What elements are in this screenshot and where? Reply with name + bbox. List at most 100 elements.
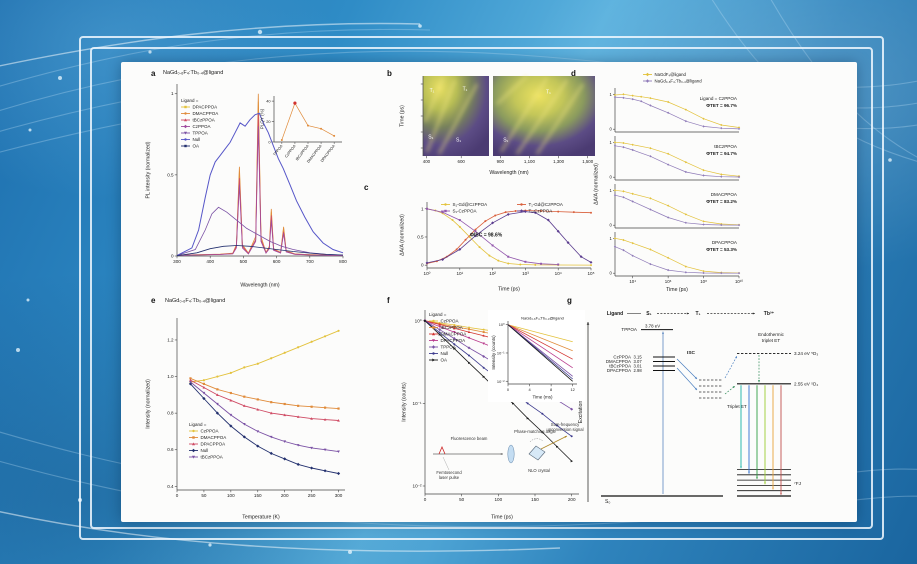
ligand-name: CzPPOA: [613, 355, 631, 360]
ligand-energy: 3.15: [634, 355, 643, 360]
x-tick-label: 10⁶: [665, 279, 672, 284]
x-axis-label: Time (ps): [491, 515, 513, 521]
schematic-label: Sum-frequency: [551, 422, 580, 427]
panel-f-chart: 0 50 100 150 200 10⁻² 10⁻¹ 10⁰ Time (ps) Intensit…: [402, 310, 585, 521]
ligand-name: TPPOA: [621, 327, 638, 332]
subpanel-ligand-label: DPACPPOA: [712, 240, 738, 245]
x-tick-label: 800: [339, 259, 347, 264]
x-tick-label: 4: [528, 387, 531, 392]
ligand-energy: 2.98: [634, 368, 643, 373]
legend-item-label: DMACPPOA: [441, 332, 467, 337]
annotation: ΦISC = 98.6%: [470, 232, 503, 238]
x-tick-label: 0: [424, 497, 427, 502]
tb-level-label: 3.24 eV ⁵D₃: [794, 351, 818, 356]
legend-item-label: Null: [193, 137, 201, 142]
schematic-label: upconversion signal: [546, 427, 583, 432]
isc-label: ISC: [687, 350, 696, 356]
subpanel-phi-label: ΦTET = 53.3%: [706, 247, 737, 252]
x-tick-label: 10⁵: [587, 271, 594, 276]
x-tick-label: 200: [281, 493, 289, 498]
legend-item-label: CzPPOA: [193, 124, 211, 129]
legend-item-label: S₁-Gd@CzPPOA: [453, 202, 488, 207]
y-axis-label: ΔA/A (normalized): [400, 214, 406, 256]
x-tick-label: 10¹: [456, 271, 463, 276]
x-tick-label: 300: [173, 259, 181, 264]
x-tick-label: 8: [550, 387, 552, 392]
x-tick-label: 10⁴: [629, 279, 636, 284]
y-tick-label: 10⁰: [415, 318, 422, 323]
header-s1: S₁: [646, 311, 651, 317]
y-tick-label: 0: [268, 140, 271, 145]
y-axis-label: ΔA/A (normalized): [594, 163, 600, 205]
header-tb: Tb³⁺: [764, 311, 775, 317]
legend-title: Ligand =: [429, 312, 447, 317]
x-tick-label: 10³: [522, 271, 529, 276]
legend-item-label: T₁-CzPPOA: [529, 209, 553, 214]
y-axis-label: Time (ps): [400, 105, 406, 127]
legend-item-label: DPACPPOA: [193, 105, 218, 110]
legend-item-label: CzPPOA: [201, 429, 219, 434]
legend-item-label: TPPOA: [441, 345, 456, 350]
chart-title: NaGd₀.₆F₄:Tb₀.₄@ligand: [521, 316, 564, 321]
x-tick-label: 10²: [489, 271, 496, 276]
legend-item-label: T₁-Gd@CzPPOA: [529, 202, 563, 207]
panel-d-chart: ΔA/A (normalized) NaGdF₄@ligand NaGd₀.₆F₄:…: [594, 72, 744, 293]
legend-item-label: OA: [193, 144, 200, 149]
panel-g-chart: Excitation Ligand S₁ T₁ Tb³⁺ TPPOA 3.78 eV CzPP…: [578, 311, 818, 505]
ligand-energy: 3.07: [634, 359, 643, 364]
y-tick-label: 1.2: [167, 337, 174, 342]
panel-b-chart: 400 600 T₁ T₁ S₁ S₁ 900 1,100 1,300 1,500 T₁ S₁ Wave…: [400, 75, 595, 176]
header-t1: T₁: [695, 311, 700, 317]
state-label: S₁: [456, 138, 461, 144]
inner-frame: [90, 47, 873, 529]
panel-g-letter: g: [567, 296, 572, 305]
x-tick-label: 10⁸: [700, 279, 707, 284]
y-axis-label: Intensity (normalized): [146, 379, 152, 429]
x-axis-label: Time (ps): [498, 287, 520, 293]
ta-map-1: [423, 76, 489, 156]
y-tick-label: 0: [609, 175, 612, 180]
legend-item-label: Null: [441, 351, 449, 356]
x-tick-label: 300: [335, 493, 343, 498]
tb-level-label: 2.55 eV ⁵D₄: [794, 381, 818, 386]
schematic-label: Phase-matching angle: [514, 429, 556, 434]
outer-frame: [79, 36, 884, 540]
y-tick-label: 0.5: [167, 172, 174, 177]
y-tick-label: 0.5: [417, 234, 424, 239]
nlo-crystal-icon: [528, 445, 546, 461]
schematic-label: Fluorescence beam: [451, 436, 488, 441]
y-axis-label: Intensity (counts): [402, 382, 408, 422]
x-tick-label: 400: [423, 159, 431, 164]
x-tick-label: 600: [273, 259, 281, 264]
legend-item-label: NaGdF₄@ligand: [655, 72, 687, 77]
x-axis-label: Wavelength (nm): [489, 170, 529, 176]
y-tick-label: 0.6: [167, 447, 174, 452]
lens-icon: [507, 444, 515, 464]
header-ligand: Ligand: [607, 311, 623, 317]
y-tick-label: 10⁻¹: [497, 350, 505, 355]
panel-a-letter: a: [151, 69, 156, 78]
legend-item-label: DPACPPOA: [441, 338, 466, 343]
y-tick-label: 10⁰: [499, 322, 505, 327]
x-axis-label: Wavelength (nm): [240, 283, 280, 289]
legend-title: Ligand =: [181, 98, 199, 103]
panel-b-letter: b: [387, 69, 392, 78]
legend-item-label: OA: [441, 358, 448, 363]
x-tick-label: 700: [306, 259, 314, 264]
y-tick-label: 1: [421, 206, 424, 211]
x-tick-label: 12: [571, 387, 575, 392]
x-tick-label: 1,300: [553, 159, 565, 164]
category-label: TPPOA: [273, 144, 284, 157]
x-tick-label: 400: [206, 259, 214, 264]
legend-item-label: tBCzPPOA: [441, 325, 463, 330]
schematic-label: Femtosecond: [436, 470, 462, 475]
y-tick-label: 1: [609, 92, 612, 97]
x-tick-label: 200: [568, 497, 576, 502]
x-tick-label: 0: [176, 493, 179, 498]
subpanel-ligand-label: Ligand = CzPPOA: [700, 96, 738, 101]
category-label: CzPPOA: [284, 144, 297, 159]
legend-item-label: tBCzPPOA: [193, 118, 215, 123]
ligand-energy: 3.01: [634, 364, 643, 369]
